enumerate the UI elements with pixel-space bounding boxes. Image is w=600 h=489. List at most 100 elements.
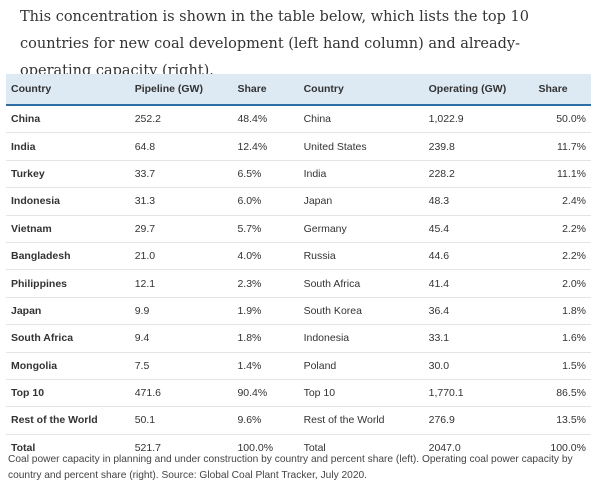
cell-pipeline-share: 9.6% xyxy=(232,406,299,435)
table-header-row: Country Pipeline (GW) Share Country Oper… xyxy=(6,74,591,106)
cell-pipeline-gw: 33.7 xyxy=(129,160,233,189)
cell-country-operating: Rest of the World xyxy=(298,406,424,435)
cell-pipeline-gw: 9.9 xyxy=(129,297,233,326)
cell-pipeline-gw: 521.7 xyxy=(134,441,161,454)
header-operating-gw: Operating (GW) xyxy=(423,74,534,106)
cell-country-operating: United States xyxy=(298,132,424,161)
cell-pipeline-share: 48.4% xyxy=(232,105,299,134)
cell-operating-share: 100.0% xyxy=(550,441,586,454)
cell-pipeline-gw: 471.6 xyxy=(129,379,233,408)
cell-operating-gw: 228.2 xyxy=(423,160,534,189)
table-row: Rest of the World 50.1 9.6% Rest of the Wor… xyxy=(6,406,591,435)
table-row: Indonesia 31.3 6.0% Japan 48.3 2.4% xyxy=(6,187,591,216)
table-body: China 252.2 48.4% China 1,022.9 50.0% India 64.… xyxy=(6,105,591,461)
cell-pipeline-share: 1.8% xyxy=(232,324,299,353)
cell-pipeline-share: 90.4% xyxy=(232,379,299,408)
cell-operating-share: 11.7% xyxy=(533,132,591,161)
cell-country-operating: Indonesia xyxy=(298,324,424,353)
table-row: Philippines 12.1 2.3% South Africa 41.4 2.0% xyxy=(6,269,591,298)
cell-country-operating: South Korea xyxy=(298,297,424,326)
cell-pipeline-gw: 252.2 xyxy=(129,105,233,134)
cell-operating-share: 86.5% xyxy=(533,379,591,408)
cell-pipeline-share: 6.5% xyxy=(232,160,299,189)
cell-operating-gw: 48.3 xyxy=(423,187,534,216)
cell-country-pipeline: Top 10 xyxy=(6,379,130,408)
cell-operating-gw: 45.4 xyxy=(423,215,534,243)
cell-operating-share: 50.0% xyxy=(533,105,591,134)
cell-operating-share: 2.2% xyxy=(533,215,591,243)
cell-pipeline-gw: 64.8 xyxy=(129,132,233,161)
cell-country-operating: Japan xyxy=(298,187,424,216)
cell-country-pipeline: Japan xyxy=(6,297,130,326)
table-row: Total 521.7 100.0% Total 2047.0 100.0% xyxy=(6,434,591,461)
coal-capacity-table: Country Pipeline (GW) Share Country Oper… xyxy=(6,74,591,461)
cell-operating-gw: 44.6 xyxy=(423,242,534,271)
cell-country-pipeline: Total xyxy=(11,441,36,454)
cell-pipeline-share: 100.0% xyxy=(237,441,274,454)
cell-country-pipeline: Vietnam xyxy=(6,215,130,243)
cell-country-operating: India xyxy=(298,160,424,189)
table-caption: Coal power capacity in planning and unde… xyxy=(8,454,573,481)
cell-pipeline-gw: 9.4 xyxy=(129,324,233,353)
cell-pipeline-gw: 21.0 xyxy=(129,242,233,271)
header-operating-share: Share xyxy=(533,74,591,106)
cell-operating-gw: 36.4 xyxy=(423,297,534,326)
cell-operating-share: 2.2% xyxy=(533,242,591,271)
cell-country-operating: Poland xyxy=(298,352,424,380)
cell-country-pipeline: China xyxy=(6,105,130,134)
cell-pipeline-gw: 12.1 xyxy=(129,269,233,298)
cell-operating-share: 2.4% xyxy=(533,187,591,216)
cell-country-operating: Top 10 xyxy=(298,379,424,408)
header-country-pipeline: Country xyxy=(6,74,130,106)
cell-operating-share: 13.5% xyxy=(533,406,591,435)
cell-operating-share: 2.0% xyxy=(533,269,591,298)
cell-operating-gw: 30.0 xyxy=(423,352,534,380)
cell-country-pipeline: Rest of the World xyxy=(6,406,130,435)
cell-operating-gw: 1,770.1 xyxy=(423,379,534,408)
cell-pipeline-share: 2.3% xyxy=(232,269,299,298)
cell-operating-gw: 1,022.9 xyxy=(423,105,534,134)
header-pipeline-share: Share xyxy=(232,74,299,106)
table-row: Mongolia 7.5 1.4% Poland 30.0 1.5% xyxy=(6,352,591,380)
cell-country-pipeline: Bangladesh xyxy=(6,242,130,271)
cell-pipeline-share: 12.4% xyxy=(232,132,299,161)
table-row: Turkey 33.7 6.5% India 228.2 11.1% xyxy=(6,160,591,189)
cell-pipeline-gw: 29.7 xyxy=(129,215,233,243)
header-country-operating: Country xyxy=(298,74,424,106)
cell-country-operating: Russia xyxy=(298,242,424,271)
cell-country-operating: China xyxy=(298,105,424,134)
cell-country-operating: Total xyxy=(303,441,326,454)
cell-pipeline-share: 6.0% xyxy=(232,187,299,216)
table-row: China 252.2 48.4% China 1,022.9 50.0% xyxy=(6,105,591,134)
cell-pipeline-gw: 7.5 xyxy=(129,352,233,380)
cell-country-pipeline: India xyxy=(6,132,130,161)
cell-country-pipeline: Turkey xyxy=(6,160,130,189)
cell-country-operating: South Africa xyxy=(298,269,424,298)
table-row: Top 10 471.6 90.4% Top 10 1,770.1 86.5% xyxy=(6,379,591,408)
cell-operating-share: 1.6% xyxy=(533,324,591,353)
cell-pipeline-share: 1.9% xyxy=(232,297,299,326)
cell-pipeline-gw: 31.3 xyxy=(129,187,233,216)
cell-operating-gw: 33.1 xyxy=(423,324,534,353)
table-row: South Africa 9.4 1.8% Indonesia 33.1 1.6% xyxy=(6,324,591,353)
cell-pipeline-gw: 50.1 xyxy=(129,406,233,435)
cell-operating-gw: 41.4 xyxy=(423,269,534,298)
cell-country-pipeline: Indonesia xyxy=(6,187,130,216)
table-row: India 64.8 12.4% United States 239.8 11.7% xyxy=(6,132,591,161)
header-pipeline-gw: Pipeline (GW) xyxy=(129,74,233,106)
cell-operating-gw: 276.9 xyxy=(423,406,534,435)
cell-country-pipeline: Mongolia xyxy=(6,352,130,380)
table-row: Japan 9.9 1.9% South Korea 36.4 1.8% xyxy=(6,297,591,326)
table-row: Vietnam 29.7 5.7% Germany 45.4 2.2% xyxy=(6,215,591,243)
cell-country-pipeline: Philippines xyxy=(6,269,130,298)
cell-country-pipeline: South Africa xyxy=(6,324,130,353)
cell-pipeline-share: 5.7% xyxy=(232,215,299,243)
cell-country-operating: Germany xyxy=(298,215,424,243)
cell-operating-gw: 239.8 xyxy=(423,132,534,161)
cell-operating-share: 1.5% xyxy=(533,352,591,380)
cell-operating-gw: 2047.0 xyxy=(428,441,461,454)
intro-paragraph: This concentration is shown in the table… xyxy=(20,9,529,79)
cell-pipeline-share: 4.0% xyxy=(232,242,299,271)
cell-pipeline-share: 1.4% xyxy=(232,352,299,380)
table-row: Bangladesh 21.0 4.0% Russia 44.6 2.2% xyxy=(6,242,591,271)
